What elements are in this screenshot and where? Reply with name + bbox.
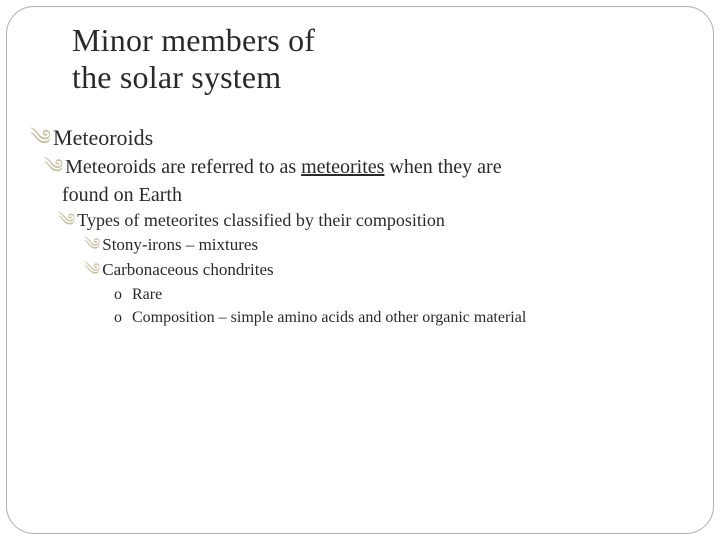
bullet-lvl5-b-text: Composition – simple amino acids and oth… [132,307,526,329]
swirl-icon: ༄ [44,154,63,180]
bullet-lvl1: ༄ Meteoroids [30,124,690,153]
b2-underline: meteorites [301,156,384,178]
bullet-lvl4-b-text: Carbonaceous chondrites [102,259,690,282]
bullet-lvl2: ༄ Meteoroids are referred to as meteorit… [44,154,690,180]
title-line-1: Minor members of [72,22,315,58]
swirl-icon: ༄ [84,259,100,282]
bullet-lvl5-b: o Composition – simple amino acids and o… [114,307,690,329]
title-line-2: the solar system [72,59,281,95]
bullet-lvl3: ༄ Types of meteorites classified by thei… [58,208,690,232]
b2-pre: Meteoroids are referred to as [65,156,301,178]
bullet-lvl3-text: Types of meteorites classified by their … [77,208,690,232]
bullet-lvl5-a-text: Rare [132,284,162,306]
bullet-lvl2-text: Meteoroids are referred to as meteorites… [65,154,690,180]
bullet-lvl4-a-text: Stony-irons – mixtures [102,234,690,257]
slide-title: Minor members of the solar system [72,22,690,96]
bullet-lvl4-a: ༄ Stony-irons – mixtures [84,234,690,257]
slide-content: Minor members of the solar system ༄ Mete… [0,0,720,540]
swirl-icon: ༄ [58,208,75,232]
o-marker: o [114,284,132,306]
bullet-lvl5-a: o Rare [114,284,690,306]
o-marker: o [114,307,132,329]
b2-post: when they are [384,156,501,178]
bullet-lvl4-b: ༄ Carbonaceous chondrites [84,259,690,282]
swirl-icon: ༄ [30,124,51,152]
bullet-lvl2-continuation: found on Earth [62,182,690,208]
bullet-lvl1-text: Meteoroids [53,124,690,153]
swirl-icon: ༄ [84,234,100,257]
